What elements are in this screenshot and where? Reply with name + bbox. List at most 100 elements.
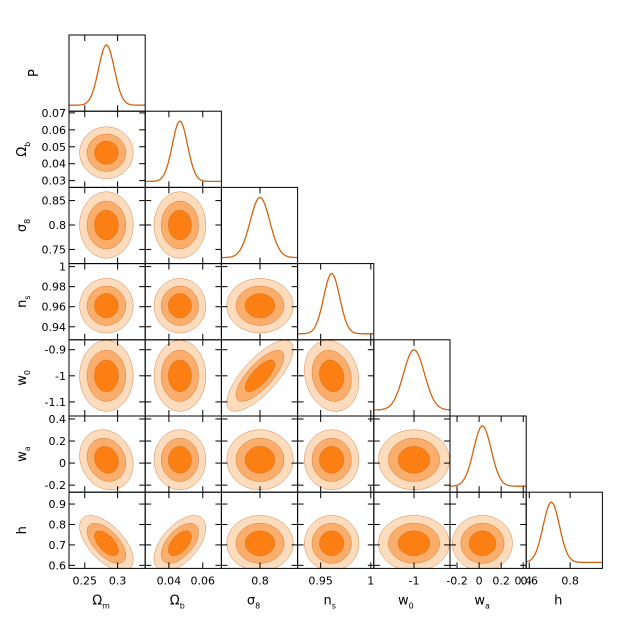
axis-label: w0	[15, 370, 32, 386]
y-tick-label: 0.04	[42, 158, 67, 171]
y-tick-label: 0.96	[42, 301, 67, 314]
contour	[168, 210, 192, 241]
axis-symbol: w	[398, 593, 409, 608]
y-tick-label: 0.9	[49, 498, 67, 511]
x-tick-label: 0.06	[191, 574, 216, 587]
contour	[94, 359, 119, 392]
contour	[94, 293, 119, 319]
y-tick-label: 0.85	[42, 195, 67, 208]
y-tick-label: 0.8	[49, 219, 67, 232]
axis-label: Ωb	[170, 593, 185, 610]
axis-subscript: a	[485, 601, 490, 610]
panel	[304, 340, 360, 412]
y-tick-label: 0.75	[42, 243, 67, 256]
panel	[226, 278, 294, 334]
y-tick-label: 0.07	[42, 107, 67, 120]
x-tick-label: 1	[367, 574, 374, 587]
axis-subscript: 0	[409, 601, 414, 610]
axis-subscript: b	[180, 601, 185, 610]
contour	[468, 530, 496, 556]
y-tick-label: 0.06	[42, 124, 67, 137]
y-tick-label: 0.7	[49, 539, 67, 552]
x-tick-label: -0.2	[446, 574, 467, 587]
contour	[94, 530, 119, 556]
contour	[244, 293, 275, 319]
panel-frame	[68, 34, 146, 112]
axis-symbol: w	[474, 593, 485, 608]
contour	[94, 210, 119, 241]
panel	[145, 120, 222, 183]
panel-frame	[144, 110, 222, 188]
contour	[168, 293, 192, 319]
panel	[304, 429, 360, 491]
y-tick-label: -0.2	[45, 479, 66, 492]
axis-symbol: n	[323, 593, 331, 608]
x-tick-label: 0.95	[308, 574, 333, 587]
contour	[168, 359, 192, 392]
axis-label: Ωm	[92, 593, 110, 610]
panel	[378, 429, 450, 491]
panel	[153, 340, 207, 412]
panel-frame	[449, 415, 527, 493]
y-tick-label: -0.9	[45, 344, 66, 357]
contour	[168, 530, 192, 556]
panel	[79, 515, 134, 569]
panel	[153, 191, 207, 259]
axis-symbol: σ	[247, 593, 255, 608]
panel	[452, 515, 513, 569]
contour	[319, 359, 345, 392]
y-tick-label: -1	[55, 370, 66, 383]
contour	[319, 530, 345, 556]
panel	[450, 425, 527, 487]
panel	[69, 44, 146, 106]
panel	[79, 278, 134, 334]
contour	[319, 446, 345, 474]
axis-symbol: w	[15, 451, 30, 462]
x-tick-label: 0.8	[251, 574, 269, 587]
marginal-curve	[69, 44, 146, 106]
axis-symbol: h	[554, 593, 562, 608]
panel	[221, 196, 298, 259]
marginal-curve	[145, 120, 222, 183]
axis-subscript: 0	[23, 370, 32, 375]
y-tick-label: 0.05	[42, 141, 67, 154]
panel	[378, 515, 450, 569]
marginal-curve	[297, 272, 374, 335]
panel-frame	[525, 491, 603, 569]
marginal-curve	[526, 501, 603, 564]
axis-symbol: Ω	[15, 147, 30, 157]
x-tick-label: 0.4	[514, 574, 532, 587]
panel	[226, 429, 294, 491]
axis-label: wa	[15, 446, 32, 462]
contour	[397, 446, 431, 474]
axis-label: h	[554, 593, 562, 608]
panel	[153, 515, 207, 569]
y-tick-label: 0.98	[42, 281, 67, 294]
panel	[526, 501, 603, 564]
y-tick-label: -1.1	[45, 396, 66, 409]
axis-symbol: Ω	[170, 593, 180, 608]
marginal-curve	[221, 196, 298, 259]
axis-symbol: n	[15, 300, 30, 308]
x-tick-label: 0	[476, 574, 483, 587]
axis-label: w0	[398, 593, 414, 610]
axis-subscript: 8	[23, 219, 32, 224]
x-tick-label: -1	[409, 574, 420, 587]
panel	[79, 340, 134, 412]
panel-frame	[297, 263, 375, 341]
axis-subscript: s	[332, 601, 336, 610]
x-tick-label: 0.8	[561, 574, 579, 587]
axis-label: h	[15, 526, 30, 534]
y-tick-label: 0.94	[42, 321, 67, 334]
axis-symbol: w	[15, 375, 30, 386]
y-tick-label: 0.8	[49, 518, 67, 531]
panel	[79, 191, 134, 259]
y-tick-label: 0.4	[49, 413, 67, 426]
contour	[397, 530, 431, 556]
contour	[244, 530, 275, 556]
axis-subscript: b	[23, 142, 32, 147]
axis-subscript: a	[23, 446, 32, 451]
y-tick-label: 1	[59, 261, 66, 274]
y-tick-label: 0	[59, 457, 66, 470]
